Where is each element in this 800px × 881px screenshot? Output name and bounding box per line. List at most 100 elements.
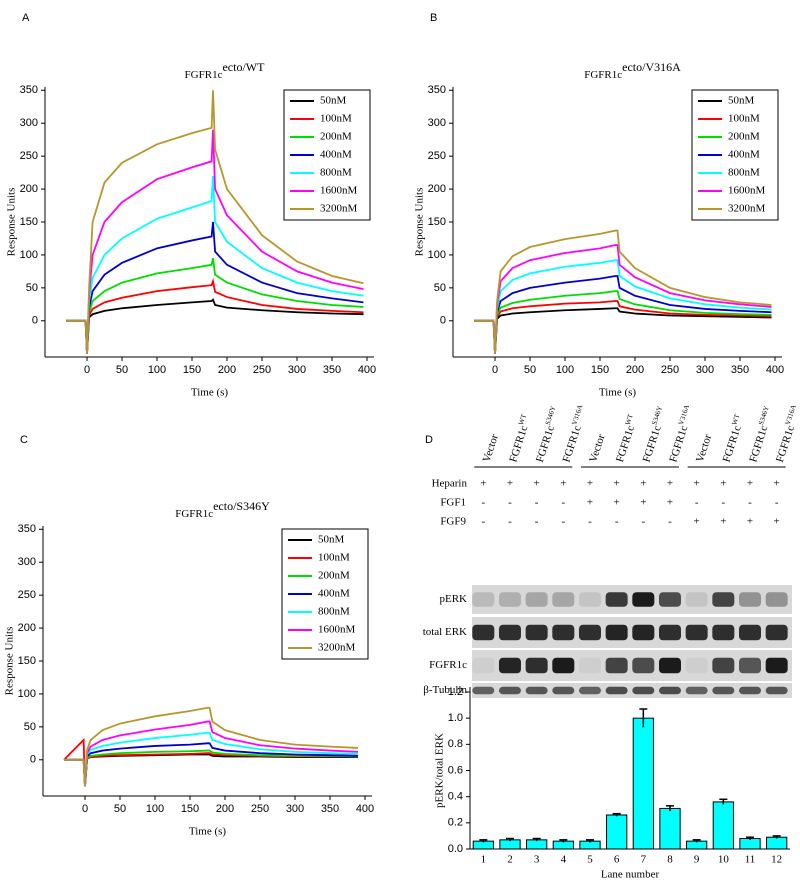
treatment-sign: + [640, 497, 646, 509]
legend-label: 800nM [318, 606, 350, 618]
blot-band [498, 657, 521, 674]
treatment-sign: + [720, 478, 726, 490]
lane-superscript: V316A [783, 404, 797, 426]
blot-band [685, 624, 708, 641]
blot-band [739, 592, 761, 607]
blot-band [552, 624, 575, 641]
x-tick-label: 250 [251, 803, 269, 815]
treatment-sign: - [535, 497, 539, 509]
blot-band [658, 657, 681, 674]
blot-band [498, 686, 521, 695]
treatment-sign: + [587, 478, 593, 490]
series-line [66, 258, 364, 354]
blot-band [578, 657, 601, 674]
lane-superscript: WT [623, 412, 634, 426]
blot-band [472, 624, 495, 641]
y-tick-label: 50 [24, 721, 36, 733]
lane-name: FGFR1c [507, 424, 530, 464]
y-axis-label: Response Units [414, 188, 426, 257]
x-tick-label: 250 [661, 364, 679, 376]
legend-label: 3200nM [728, 203, 766, 215]
treatment-sign: + [640, 478, 646, 490]
blot-band [765, 686, 788, 695]
lane-label: FGFR1cWT [612, 412, 641, 463]
lane-superscript: S346Y [757, 405, 771, 426]
blot-band [739, 686, 761, 695]
bar [606, 814, 628, 850]
x-tick-label: 1 [481, 854, 487, 866]
legend-label: 3200nM [320, 203, 358, 215]
y-tick-label: 350 [428, 84, 446, 96]
lane-name: FGFR1c [747, 424, 770, 464]
legend-label: 800nM [320, 167, 352, 179]
y-tick-label: 0.0 [448, 843, 463, 855]
y-tick-label: 200 [20, 183, 38, 195]
lane-label: FGFR1cV316A [558, 404, 589, 464]
bar [499, 839, 521, 850]
lane-superscript: S346Y [650, 405, 664, 426]
treatment-label: FGF9 [440, 516, 466, 528]
treatment-sign: - [641, 516, 645, 528]
y-tick-label: 50 [26, 282, 38, 294]
blot-band [685, 686, 708, 695]
legend-label: 400nM [318, 588, 350, 600]
legend-label: 1600nM [320, 185, 358, 197]
y-axis-label: Response Units [6, 188, 18, 257]
title-main: FGFR1c [185, 69, 223, 81]
blot-band [472, 686, 495, 695]
legend-label: 1600nM [728, 185, 766, 197]
x-tick-label: 12 [771, 854, 782, 866]
x-tick-label: 100 [146, 803, 164, 815]
blot-band [472, 592, 495, 607]
blot-band [712, 592, 735, 607]
x-tick-label: 0 [82, 803, 88, 815]
lane-label: Vector [587, 432, 607, 463]
blot-band [685, 592, 708, 607]
lane-name: FGFR1c [533, 424, 556, 464]
treatment-sign: + [774, 478, 780, 490]
treatment-label: FGF1 [440, 497, 466, 509]
x-tick-label: 0 [84, 364, 90, 376]
treatment-sign: - [721, 497, 725, 509]
treatment-sign: + [587, 497, 593, 509]
legend-label: 400nM [320, 149, 352, 161]
lane-label: FGFR1cWT [718, 412, 747, 463]
treatment-sign: - [561, 516, 565, 528]
y-tick-label: 100 [428, 249, 446, 261]
blot-band [632, 657, 655, 674]
series-line [66, 90, 364, 354]
legend-label: 200nM [728, 131, 760, 143]
blot-band [605, 686, 628, 695]
y-tick-label: 0 [30, 754, 36, 766]
title-superscript: ecto/S346Y [213, 499, 270, 513]
blot-band [525, 624, 548, 641]
legend-label: 200nM [320, 131, 352, 143]
x-tick-label: 400 [766, 364, 784, 376]
panel-letter: B [430, 12, 437, 24]
title-superscript: ecto/V316A [622, 60, 681, 74]
y-tick-label: 100 [18, 688, 36, 700]
x-axis-label: Lane number [601, 869, 660, 881]
blot-band [552, 592, 575, 607]
blot-band [578, 624, 601, 641]
blot-band [712, 686, 735, 695]
legend-label: 400nM [728, 149, 760, 161]
y-tick-label: 0 [440, 315, 446, 327]
panel-letter: C [20, 434, 28, 446]
blot-band [712, 624, 735, 641]
treatment-sign: + [667, 478, 673, 490]
band-label: pERK [440, 593, 468, 605]
treatment-sign: + [694, 516, 700, 528]
blot-band [525, 657, 548, 674]
y-tick-label: 150 [428, 216, 446, 228]
legend-label: 200nM [318, 570, 350, 582]
lane-name: Vector [694, 432, 714, 463]
x-tick-label: 6 [614, 854, 620, 866]
y-axis-label: pERK/total ERK [434, 733, 446, 808]
panel-letter: A [22, 12, 30, 24]
treatment-sign: + [560, 478, 566, 490]
y-tick-label: 200 [18, 622, 36, 634]
x-tick-label: 300 [288, 364, 306, 376]
y-tick-label: 0 [32, 315, 38, 327]
